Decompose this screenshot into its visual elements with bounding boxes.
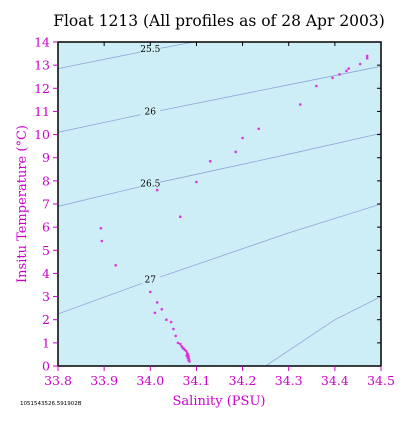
data-point <box>181 346 184 349</box>
y-tick-label: 3 <box>42 289 50 304</box>
contour-line <box>58 203 381 315</box>
data-point <box>153 311 157 315</box>
y-tick-label: 2 <box>42 312 50 327</box>
y-tick-label: 11 <box>34 104 50 119</box>
data-point <box>179 215 182 218</box>
data-point <box>186 356 189 360</box>
data-point <box>315 84 318 88</box>
x-tick-label: 33.9 <box>90 373 118 388</box>
contour-label: 26.5 <box>140 179 160 189</box>
data-point <box>331 76 334 80</box>
contour-line <box>58 133 381 207</box>
data-point <box>100 239 104 243</box>
y-tick-label: 9 <box>42 150 50 165</box>
x-tick-label: 34.0 <box>136 373 164 388</box>
x-axis-label: Salinity (PSU) <box>173 394 266 409</box>
x-tick-label: 33.8 <box>44 373 72 388</box>
data-point <box>185 349 188 353</box>
plot-area <box>58 42 381 366</box>
y-axis-label: Insitu Temperature (°C) <box>15 125 30 283</box>
y-tick-label: 8 <box>42 173 50 188</box>
contour-label-bg <box>140 43 161 54</box>
contour-label-bg <box>140 177 161 188</box>
data-point <box>345 69 348 73</box>
data-point <box>234 150 237 154</box>
footnote: 1051543526.591902B <box>20 401 82 407</box>
contour-line <box>265 296 381 366</box>
contour-label-bg <box>140 105 161 116</box>
data-point <box>114 264 117 267</box>
data-point <box>179 342 182 346</box>
x-tick-label: 34.2 <box>229 373 257 388</box>
contour-label: 26 <box>145 108 157 118</box>
data-point <box>185 354 188 357</box>
y-tick-label: 12 <box>34 81 50 96</box>
data-point <box>241 136 244 140</box>
x-tick-label: 34.4 <box>321 373 349 388</box>
data-point <box>358 62 362 66</box>
y-tick-label: 14 <box>34 35 50 50</box>
data-point <box>169 320 173 324</box>
data-point <box>149 290 152 294</box>
y-tick-label: 6 <box>42 220 50 235</box>
y-tick-label: 4 <box>42 266 50 281</box>
data-point <box>299 103 302 106</box>
data-point <box>172 327 175 331</box>
data-point <box>176 341 180 345</box>
data-point <box>347 67 351 70</box>
data-point <box>155 188 159 192</box>
y-tick-label: 10 <box>34 127 50 142</box>
data-points <box>99 54 369 363</box>
contour-label: 25.5 <box>140 45 160 55</box>
axes: 33.8 33.9 34.0 34.1 34.2 34.3 34.4 34.501234567… <box>34 35 395 389</box>
y-tick-label: 1 <box>42 335 50 350</box>
y-tick-label: 7 <box>42 197 50 212</box>
x-tick-label: 34.1 <box>183 373 211 388</box>
data-point <box>160 308 164 311</box>
x-tick-label: 34.3 <box>275 373 303 388</box>
contour-label: 27 <box>145 275 157 285</box>
chart-title: Float 1213 (All profiles as of 28 Apr 20… <box>53 12 385 30</box>
y-tick-label: 0 <box>42 359 50 374</box>
density-contours: 25.5 26 26.5 27 <box>58 42 381 366</box>
y-tick-label: 13 <box>34 58 50 73</box>
data-point <box>365 56 369 60</box>
data-point <box>155 301 159 304</box>
data-point <box>99 227 103 230</box>
contour-label-bg <box>140 273 161 284</box>
y-tick-label: 5 <box>42 243 50 258</box>
data-point <box>187 358 190 362</box>
x-tick-label: 34.5 <box>367 373 395 388</box>
data-point <box>365 54 369 58</box>
data-point <box>209 159 212 163</box>
contour-line <box>58 65 381 133</box>
data-point <box>257 127 261 131</box>
data-point <box>195 180 198 184</box>
data-point <box>338 73 341 76</box>
data-point <box>174 334 177 338</box>
contour-line <box>58 42 196 69</box>
data-point <box>165 318 168 322</box>
